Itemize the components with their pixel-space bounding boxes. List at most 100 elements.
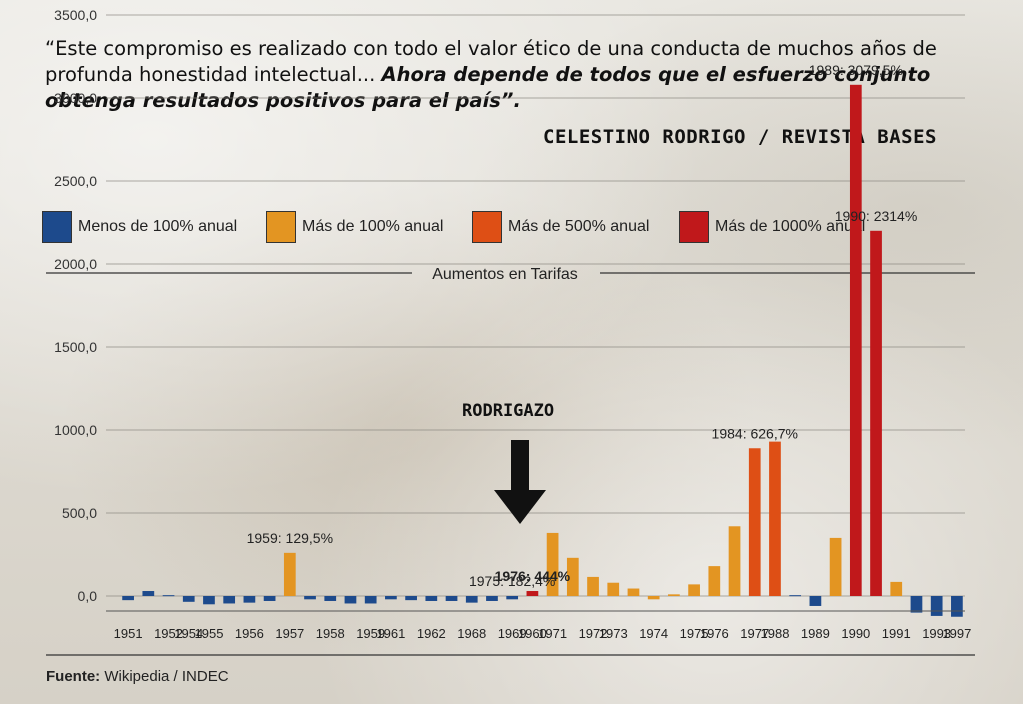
bar xyxy=(951,596,963,617)
bar xyxy=(728,526,741,596)
legend-swatch xyxy=(266,211,296,243)
bar xyxy=(688,584,700,596)
bar xyxy=(203,596,215,605)
bar xyxy=(425,596,438,601)
chart-title: Aumentos en Tarifas xyxy=(432,266,578,283)
x-tick-label: 1952 xyxy=(154,626,183,641)
y-tick-label: 1500,0 xyxy=(54,339,97,355)
bar xyxy=(223,596,236,604)
bar xyxy=(647,596,660,600)
x-tick-label: 1959 xyxy=(356,626,385,641)
x-tick-label: 1951 xyxy=(114,626,143,641)
bar xyxy=(809,596,822,606)
x-tick-label: 1960 xyxy=(518,626,547,641)
quote: “Este compromiso es realizado con todo e… xyxy=(45,36,945,114)
bar xyxy=(364,596,377,604)
legend: Menos de 100% anual Más de 100% anual Má… xyxy=(42,210,992,246)
x-tick-label: 1989 xyxy=(801,626,830,641)
legend-label: Más de 100% anual xyxy=(302,218,444,235)
legend-swatch xyxy=(472,211,502,243)
quote-author: CELESTINO RODRIGO / REVISTA BASES xyxy=(543,126,937,148)
source-text: Wikipedia / INDEC xyxy=(104,668,229,685)
x-tick-label: 1988 xyxy=(761,626,790,641)
y-tick-label: 1000,0 xyxy=(54,422,97,438)
x-tick-label: 1991 xyxy=(882,626,911,641)
bar xyxy=(405,596,417,601)
data-label: 1959: 129,5% xyxy=(247,530,333,546)
bar xyxy=(465,596,478,603)
y-tick-label: 2000,0 xyxy=(54,256,97,272)
bar xyxy=(283,552,296,596)
x-tick-label: 1955 xyxy=(195,626,224,641)
bar xyxy=(344,596,357,604)
bar xyxy=(142,591,155,596)
data-label: 1990: 2314% xyxy=(835,208,918,224)
legend-label: Más de 500% anual xyxy=(508,218,650,235)
bar xyxy=(607,582,620,596)
x-tick-label: 1973 xyxy=(599,626,628,641)
bar xyxy=(910,596,923,613)
quote-emphasis: Ahora depende de todos que el esfuerzo c… xyxy=(45,63,931,112)
x-tick-label: 1972 xyxy=(579,626,608,641)
bar xyxy=(182,596,195,602)
x-tick-label: 1958 xyxy=(316,626,345,641)
bar xyxy=(870,230,882,597)
x-tick-label: 1993 xyxy=(922,626,951,641)
x-tick-label: 1957 xyxy=(275,626,304,641)
bar xyxy=(708,566,721,596)
bar xyxy=(566,557,579,596)
bar xyxy=(445,596,458,601)
x-tick-label: 1954 xyxy=(174,626,203,641)
legend-label: Menos de 100% anual xyxy=(78,218,238,235)
x-tick-label: 1962 xyxy=(417,626,446,641)
bar xyxy=(769,441,781,596)
data-label: 1989: 3079,5% xyxy=(809,62,903,78)
data-label: 1976: 444% xyxy=(495,568,571,584)
y-tick-label: 3000,0 xyxy=(54,90,97,106)
bar xyxy=(506,596,519,600)
bar xyxy=(162,595,175,597)
source-label: Fuente: xyxy=(46,668,101,685)
x-tick-label: 1997 xyxy=(942,626,971,641)
bar xyxy=(587,576,599,596)
bar xyxy=(263,596,276,601)
rodrigazo-label: RODRIGAZO xyxy=(462,401,555,421)
bar xyxy=(789,595,802,597)
bar xyxy=(385,596,397,600)
bar xyxy=(930,596,943,616)
y-tick-label: 2500,0 xyxy=(54,173,97,189)
x-tick-label: 1971 xyxy=(538,626,567,641)
bar xyxy=(486,596,498,601)
source: Fuente: Wikipedia / INDEC xyxy=(46,668,229,685)
x-tick-label: 1990 xyxy=(841,626,870,641)
bar xyxy=(122,596,134,601)
data-label: 1984: 626,7% xyxy=(712,425,798,441)
bar xyxy=(748,448,761,596)
x-tick-label: 1956 xyxy=(235,626,264,641)
legend-item: Menos de 100% anual xyxy=(42,210,237,244)
bar xyxy=(668,594,680,596)
bar xyxy=(526,591,539,596)
legend-swatch xyxy=(679,211,709,243)
bar xyxy=(890,581,903,596)
x-tick-label: 1968 xyxy=(457,626,486,641)
legend-item: Más de 1000% anual xyxy=(679,210,865,244)
bar xyxy=(849,84,862,596)
legend-item: Más de 100% anual xyxy=(266,210,443,244)
x-tick-label: 1976 xyxy=(700,626,729,641)
bar xyxy=(324,596,337,601)
legend-label: Más de 1000% anual xyxy=(715,218,866,235)
y-tick-label: 500,0 xyxy=(62,505,97,521)
legend-item: Más de 500% anual xyxy=(472,210,649,244)
x-tick-label: 1961 xyxy=(376,626,405,641)
y-tick-label: 0,0 xyxy=(78,588,98,604)
legend-swatch xyxy=(42,211,72,243)
bar xyxy=(546,532,559,596)
x-tick-label: 1969 xyxy=(498,626,527,641)
x-tick-label: 1975 xyxy=(680,626,709,641)
data-label: 1975: 182,4% xyxy=(469,573,555,589)
x-tick-label: 1974 xyxy=(639,626,668,641)
bar xyxy=(243,596,256,603)
quote-text: “Este compromiso es realizado con todo e… xyxy=(45,37,937,86)
x-tick-label: 1977 xyxy=(740,626,769,641)
